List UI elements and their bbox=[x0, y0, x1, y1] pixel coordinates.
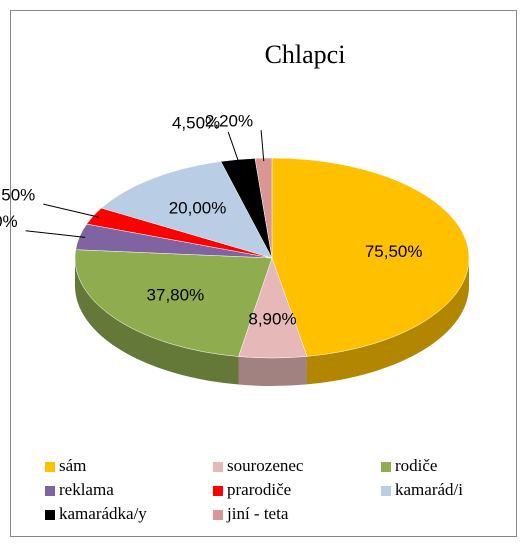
data-label: 6,70% bbox=[0, 212, 18, 231]
data-label: 2,20% bbox=[205, 112, 253, 131]
leader-line bbox=[43, 203, 99, 218]
slice bbox=[74, 249, 273, 357]
legend-swatch bbox=[213, 486, 223, 496]
legend-label: reklama bbox=[59, 480, 114, 499]
legend-swatch bbox=[213, 510, 223, 520]
data-label: 20,00% bbox=[169, 198, 227, 217]
data-label: 8,90% bbox=[248, 309, 296, 328]
legend-label: rodiče bbox=[395, 456, 437, 475]
legend-label: prarodiče bbox=[227, 480, 291, 499]
leader-line bbox=[260, 130, 265, 162]
legend-label: jiní - teta bbox=[226, 504, 289, 523]
slice bbox=[100, 161, 273, 259]
legend-swatch bbox=[213, 462, 223, 472]
slice-side bbox=[306, 258, 469, 385]
data-label: 75,50% bbox=[365, 242, 423, 261]
chart-title: Chlapci bbox=[265, 40, 346, 69]
legend-swatch bbox=[45, 510, 55, 520]
legend-label: sám bbox=[59, 456, 86, 475]
data-label: 4,50% bbox=[0, 186, 35, 205]
legend-swatch bbox=[381, 486, 391, 496]
slice-side bbox=[238, 356, 307, 386]
legend-swatch bbox=[45, 486, 55, 496]
slice-side bbox=[75, 258, 239, 385]
legend-label: kamarád/i bbox=[395, 480, 463, 499]
data-label: 37,80% bbox=[147, 285, 205, 304]
legend-label: sourozenec bbox=[227, 456, 304, 475]
legend-swatch bbox=[45, 462, 55, 472]
legend-swatch bbox=[381, 462, 391, 472]
data-label: 4,50% bbox=[172, 113, 220, 132]
leader-line bbox=[25, 230, 86, 238]
leader-line bbox=[227, 131, 240, 163]
slice bbox=[271, 157, 470, 357]
legend-label: kamarádka/y bbox=[59, 504, 147, 523]
